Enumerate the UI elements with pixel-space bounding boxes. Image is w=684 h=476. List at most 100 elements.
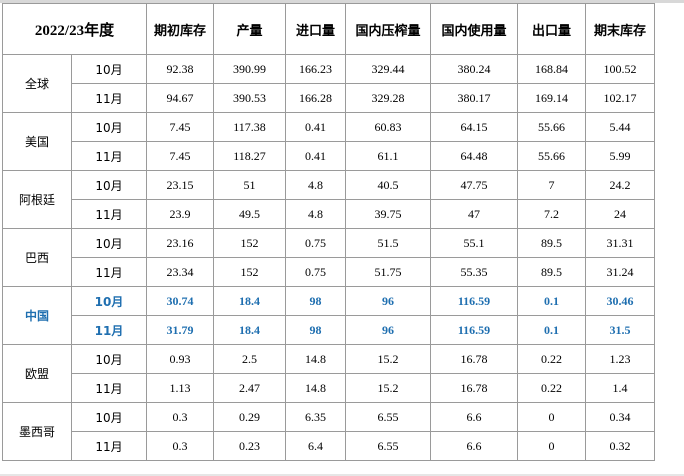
table-cell: 94.67 (146, 83, 214, 113)
table-cell: 2.47 (213, 373, 286, 403)
column-header: 进口量 (285, 3, 346, 55)
column-header: 国内使用量 (430, 3, 518, 55)
month-label: 11月 (71, 257, 147, 287)
table-cell: 117.38 (213, 112, 286, 142)
table-cell: 51.75 (345, 257, 431, 287)
table-cell: 31.24 (585, 257, 655, 287)
table-cell: 51 (213, 170, 286, 200)
table-cell: 100.52 (585, 54, 655, 84)
table-cell: 7.45 (146, 141, 214, 171)
table-cell: 1.13 (146, 373, 214, 403)
table-cell: 24 (585, 199, 655, 229)
table-cell: 47.75 (430, 170, 518, 200)
table-cell: 30.74 (146, 286, 214, 316)
table-cell: 49.5 (213, 199, 286, 229)
region-label: 阿根廷 (2, 170, 72, 229)
table-cell: 0.75 (285, 257, 346, 287)
month-label: 10月 (71, 54, 147, 84)
table-cell: 0.29 (213, 402, 286, 432)
table-cell: 96 (345, 315, 431, 345)
table-cell: 55.1 (430, 228, 518, 258)
month-label: 10月 (71, 344, 147, 374)
table-row: 11月 31.79 18.4 98 96 116.59 0.1 31.5 (3, 315, 655, 345)
table-cell: 89.5 (517, 228, 586, 258)
table-body: 全球 10月 92.38 390.99 166.23 329.44 380.24 168.84… (2, 54, 655, 461)
table-row: 全球 10月 92.38 390.99 166.23 329.44 380.24 168.84… (2, 54, 655, 113)
table-cell: 61.1 (345, 141, 431, 171)
table-cell: 39.75 (345, 199, 431, 229)
month-label: 10月 (71, 170, 147, 200)
table-cell: 31.5 (585, 315, 655, 345)
table-cell: 64.48 (430, 141, 518, 171)
table-row: 墨西哥 10月 0.3 0.29 6.35 6.55 6.6 0 0.34 (2, 402, 655, 461)
table-cell: 64.15 (430, 112, 518, 142)
table-cell: 23.16 (146, 228, 214, 258)
table-cell: 118.27 (213, 141, 286, 171)
table-cell: 380.17 (430, 83, 518, 113)
table-cell: 390.99 (213, 54, 286, 84)
table-cell: 98 (285, 315, 346, 345)
table-cell: 98 (285, 286, 346, 316)
table-cell: 4.8 (285, 170, 346, 200)
table-cell: 329.28 (345, 83, 431, 113)
table-cell: 14.8 (285, 373, 346, 403)
table-cell: 31.79 (146, 315, 214, 345)
month-label: 11月 (71, 141, 147, 171)
table-cell: 30.46 (585, 286, 655, 316)
table-cell: 0 (517, 431, 586, 461)
column-header: 期末库存 (585, 3, 655, 55)
month-label: 11月 (71, 83, 147, 113)
table-row: 阿根廷 10月 23.15 51 4.8 40.5 47.75 7 24.2 (2, 170, 655, 229)
table-row: 11月 0.3 0.23 6.4 6.55 6.6 0 0.32 (3, 431, 655, 461)
table-cell: 0.22 (517, 373, 586, 403)
table-cell: 5.99 (585, 141, 655, 171)
table-cell: 7.2 (517, 199, 586, 229)
column-header: 国内压榨量 (345, 3, 431, 55)
table-cell: 23.34 (146, 257, 214, 287)
column-header: 产量 (213, 3, 286, 55)
table-cell: 23.9 (146, 199, 214, 229)
table-row: 中国 10月 30.74 18.4 98 96 116.59 0.1 30.46 (2, 286, 655, 345)
table-cell: 5.44 (585, 112, 655, 142)
table-cell: 0.3 (146, 431, 214, 461)
month-label: 10月 (71, 402, 147, 432)
table-cell: 24.2 (585, 170, 655, 200)
table-wrapper: 2022/23年度 期初库存 产量 进口量 国内压榨量 国内使用量 出口量 期末… (2, 3, 655, 461)
table-cell: 89.5 (517, 257, 586, 287)
table-cell: 0.22 (517, 344, 586, 374)
table-cell: 7.45 (146, 112, 214, 142)
table-cell: 166.28 (285, 83, 346, 113)
month-label: 11月 (71, 199, 147, 229)
table-cell: 96 (345, 286, 431, 316)
month-label: 10月 (71, 112, 147, 142)
table-cell: 2.5 (213, 344, 286, 374)
top-strip (0, 0, 684, 3)
table-cell: 15.2 (345, 373, 431, 403)
month-label: 10月 (71, 228, 147, 258)
table-cell: 1.4 (585, 373, 655, 403)
table-cell: 16.78 (430, 344, 518, 374)
table-cell: 23.15 (146, 170, 214, 200)
table-cell: 0.34 (585, 402, 655, 432)
table-cell: 152 (213, 257, 286, 287)
table-cell: 92.38 (146, 54, 214, 84)
table-cell: 0 (517, 402, 586, 432)
table-cell: 0.41 (285, 141, 346, 171)
table-cell: 166.23 (285, 54, 346, 84)
table-row: 美国 10月 7.45 117.38 0.41 60.83 64.15 55.66 5.44 (2, 112, 655, 171)
region-label: 墨西哥 (2, 402, 72, 461)
table-cell: 0.23 (213, 431, 286, 461)
table-cell: 116.59 (430, 286, 518, 316)
table-cell: 6.35 (285, 402, 346, 432)
table-cell: 6.6 (430, 431, 518, 461)
table-cell: 16.78 (430, 373, 518, 403)
table-row: 11月 94.67 390.53 166.28 329.28 380.17 169.14 10… (3, 83, 655, 113)
table-cell: 390.53 (213, 83, 286, 113)
table-cell: 102.17 (585, 83, 655, 113)
table-cell: 0.1 (517, 315, 586, 345)
table-cell: 116.59 (430, 315, 518, 345)
region-label: 巴西 (2, 228, 72, 287)
table-cell: 380.24 (430, 54, 518, 84)
table-row: 11月 23.9 49.5 4.8 39.75 47 7.2 24 (3, 199, 655, 229)
table-row: 11月 7.45 118.27 0.41 61.1 64.48 55.66 5.99 (3, 141, 655, 171)
